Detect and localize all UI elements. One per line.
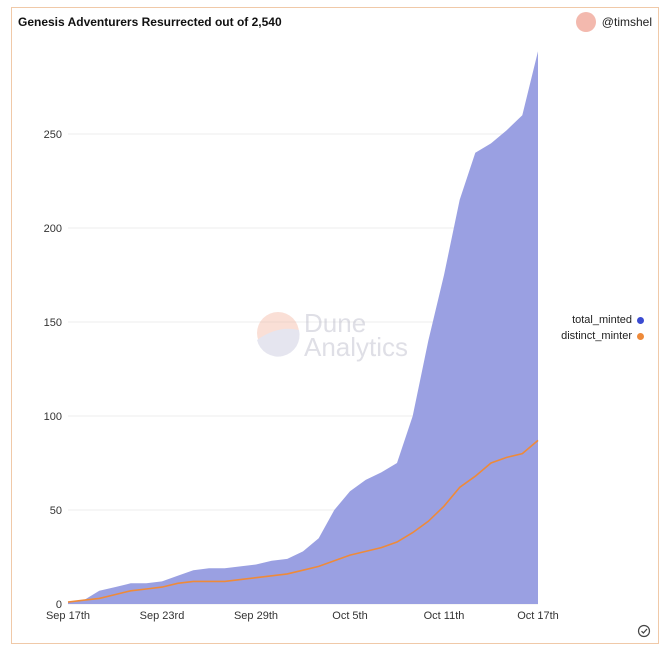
legend-dot-icon — [637, 316, 644, 324]
series-distinct-minter-line[interactable] — [67, 439, 539, 603]
x-tick-label: Oct 17th — [517, 610, 559, 622]
y-tick-label: 100 — [44, 411, 62, 423]
watermark-logo-shade — [257, 328, 300, 357]
watermark-logo-icon — [257, 312, 299, 354]
dune-watermark: Dune Analytics — [257, 308, 408, 362]
chart-legend: total_minted distinct_minter — [548, 312, 644, 344]
author-name: @timshel — [601, 15, 652, 29]
verified-check-icon[interactable] — [637, 624, 651, 638]
author-badge[interactable]: @timshel — [575, 12, 652, 32]
y-axis-ticks: 0 50 100 150 200 250 — [44, 129, 62, 611]
x-tick-label: Oct 5th — [332, 610, 367, 622]
x-tick-label: Sep 17th — [46, 610, 90, 622]
legend-item-distinct-minter[interactable]: distinct_minter — [548, 328, 644, 344]
series-total-minted-area[interactable] — [68, 51, 538, 605]
y-tick-label: 200 — [44, 223, 62, 235]
x-axis-ticks: Sep 17th Sep 23rd Sep 29th Oct 5th Oct 11th O… — [46, 610, 559, 622]
y-tick-label: 250 — [44, 129, 62, 141]
legend-label: distinct_minter — [561, 330, 632, 342]
y-tick-label: 0 — [56, 599, 62, 611]
x-tick-label: Sep 23rd — [140, 610, 185, 622]
y-tick-label: 50 — [50, 505, 62, 517]
legend-item-total-minted[interactable]: total_minted — [548, 312, 644, 328]
watermark-line2: Analytics — [304, 332, 408, 362]
y-tick-label: 150 — [44, 317, 62, 329]
avatar — [575, 12, 596, 32]
x-tick-label: Sep 29th — [234, 610, 278, 622]
legend-dot-icon — [637, 332, 644, 340]
legend-label: total_minted — [572, 314, 632, 326]
x-tick-label: Oct 11th — [424, 610, 465, 622]
chart-title: Genesis Adventurers Resurrected out of 2… — [18, 15, 282, 29]
watermark-line1: Dune — [304, 308, 366, 338]
